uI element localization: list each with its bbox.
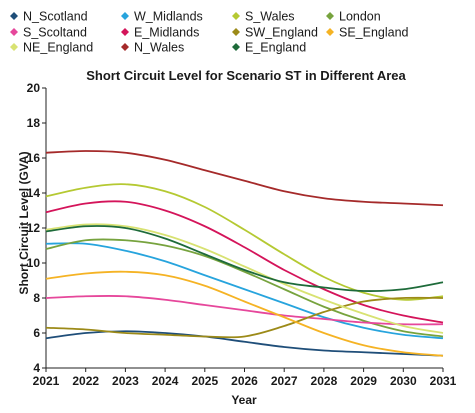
legend-item-e-midlands: E_Midlands (121, 26, 199, 40)
x-tick-label: 2029 (350, 374, 377, 388)
y-tick-label: 6 (33, 326, 40, 340)
x-tick-label: 2027 (271, 374, 298, 388)
axes: 4 6 8 10 12 14 16 18 20 2021 2022 2023 2024 2025 2026 2… (27, 81, 457, 388)
legend-label: E_England (245, 41, 306, 55)
legend: N_Scotland W_Midlands S_Wales London S_Scolt… (10, 10, 409, 55)
y-tick-label: 16 (27, 151, 41, 165)
legend-item-s-scoltand: S_Scoltand (10, 26, 87, 40)
y-tick-label: 20 (27, 81, 41, 95)
x-tick-label: 2023 (112, 374, 139, 388)
legend-label: London (339, 10, 381, 24)
legend-marker (121, 28, 129, 36)
series-line-e-midlands (45, 200, 444, 324)
y-tick-label: 14 (27, 186, 41, 200)
series-lines (45, 150, 444, 357)
x-tick-label: 2028 (311, 374, 338, 388)
x-tick-label: 2030 (390, 374, 417, 388)
legend-marker (232, 12, 240, 20)
legend-marker (10, 12, 18, 20)
x-tick-label: 2026 (231, 374, 258, 388)
legend-item-n-wales: N_Wales (121, 41, 184, 55)
legend-label: SW_England (245, 26, 318, 40)
legend-label: N_Wales (134, 41, 184, 55)
series-line-se-england (45, 270, 444, 357)
legend-label: S_Scoltand (23, 26, 87, 40)
x-tick-label: 2024 (152, 374, 179, 388)
legend-item-w-midlands: W_Midlands (121, 10, 203, 24)
x-tick-label: 2021 (33, 374, 60, 388)
legend-marker (326, 12, 334, 20)
x-axis-label: Year (231, 393, 257, 407)
legend-item-sw-england: SW_England (232, 26, 318, 40)
legend-item-n-scotland: N_Scotland (10, 10, 88, 24)
legend-marker (232, 43, 240, 51)
legend-item-e-england: E_England (232, 41, 306, 55)
legend-label: N_Scotland (23, 10, 88, 24)
series-line-n-wales (45, 150, 444, 207)
series-line-n-scotland (45, 330, 444, 357)
legend-item-london: London (326, 10, 381, 24)
legend-marker (232, 28, 240, 36)
series-line-e-england (45, 225, 444, 292)
legend-marker (121, 43, 129, 51)
y-tick-label: 8 (33, 291, 40, 305)
series-line-s-wales (45, 183, 444, 301)
legend-label: S_Wales (245, 10, 295, 24)
legend-item-s-wales: S_Wales (232, 10, 295, 24)
y-tick-label: 12 (27, 221, 41, 235)
legend-label: NE_England (23, 41, 93, 55)
x-tick-label: 2022 (72, 374, 99, 388)
series-line-w-midlands (45, 242, 444, 340)
x-tick-label: 2031 (430, 374, 457, 388)
legend-marker (121, 12, 129, 20)
y-axis-label: Short Circuit Level (GVA) (17, 151, 31, 294)
series-line-s-scoltand (45, 295, 444, 326)
legend-label: E_Midlands (134, 26, 199, 40)
legend-item-se-england: SE_England (326, 26, 409, 40)
legend-label: W_Midlands (134, 10, 203, 24)
series-line-ne-england (45, 223, 444, 334)
legend-marker (10, 28, 18, 36)
legend-label: SE_England (339, 26, 409, 40)
y-tick-label: 10 (27, 256, 41, 270)
series-line-london (45, 238, 444, 338)
legend-item-ne-england: NE_England (10, 41, 93, 55)
legend-marker (10, 43, 18, 51)
x-tick-label: 2025 (191, 374, 218, 388)
legend-marker (326, 28, 334, 36)
chart-title: Short Circuit Level for Scenario ST in D… (86, 68, 406, 83)
series-line-sw-england (45, 296, 444, 339)
y-tick-label: 18 (27, 116, 41, 130)
y-tick-label: 4 (33, 361, 40, 375)
